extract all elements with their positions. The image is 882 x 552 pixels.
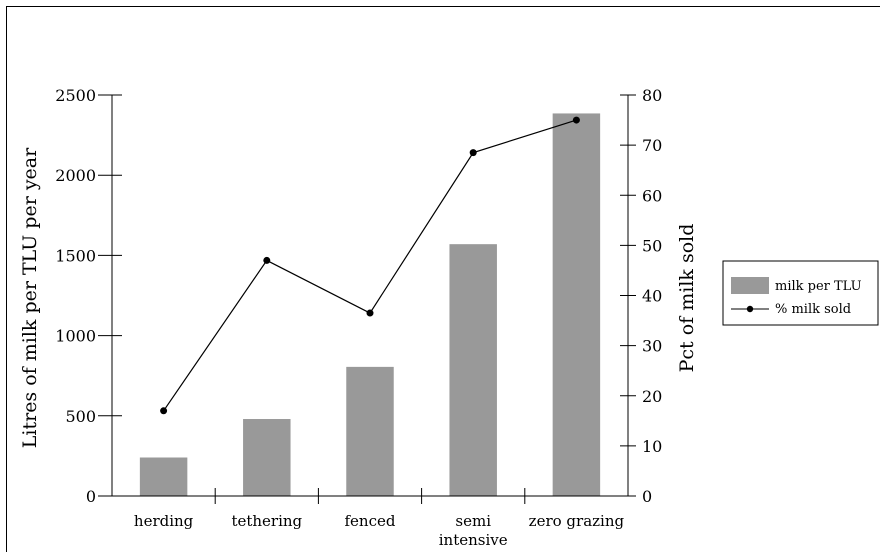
y-right-tick-label: 30 [642,337,662,356]
legend: milk per TLU % milk sold [722,260,879,326]
y-right-tick-label: 70 [642,136,662,155]
line-point-2 [263,256,271,264]
x-category-label: fenced [345,512,396,530]
y-axis-right-title: Pct of milk sold [676,224,698,373]
y-right-tick-label: 40 [642,287,662,306]
ticks-group: 0 500 1000 1500 2000 2500 0 10 20 30 40 50 60 70 80 her… [55,86,662,549]
y-left-tick-label: 500 [65,407,96,426]
x-category-label: herding [134,512,194,530]
line-series-group [160,116,580,415]
bar-2 [243,419,291,496]
bar-series-group [139,113,601,497]
y-left-tick-label: 1000 [55,327,96,346]
legend-swatch-marker [746,305,754,313]
x-category-label: tethering [231,512,302,530]
y-left-tick-label: 1500 [55,246,96,265]
y-right-tick-label: 60 [642,186,662,205]
bar-3 [346,366,394,496]
line-point-5 [572,116,580,124]
line-point-3 [366,309,374,317]
x-category-label: intensive [439,531,508,549]
y-right-tick-label: 10 [642,437,662,456]
y-left-tick-label: 0 [86,487,96,506]
y-axis-left-title: Litres of milk per TLU per year [19,147,41,448]
y-right-tick-label: 0 [642,487,652,506]
line-point-1 [160,407,168,415]
bar-5 [552,113,601,497]
x-category-label: zero grazing [529,512,625,530]
legend-label-line: % milk sold [775,302,851,317]
line-point-4 [469,149,477,157]
legend-label-bar: milk per TLU [775,279,862,294]
y-left-tick-label: 2500 [55,86,96,105]
y-right-tick-label: 80 [642,86,662,105]
figure-frame [6,6,880,552]
bar-1 [139,457,188,496]
y-right-tick-label: 50 [642,236,662,255]
bar-4 [449,244,497,496]
y-left-tick-label: 2000 [55,166,96,185]
legend-swatch-bar [731,277,769,294]
y-right-tick-label: 20 [642,387,662,406]
x-category-label: semi [455,512,491,530]
